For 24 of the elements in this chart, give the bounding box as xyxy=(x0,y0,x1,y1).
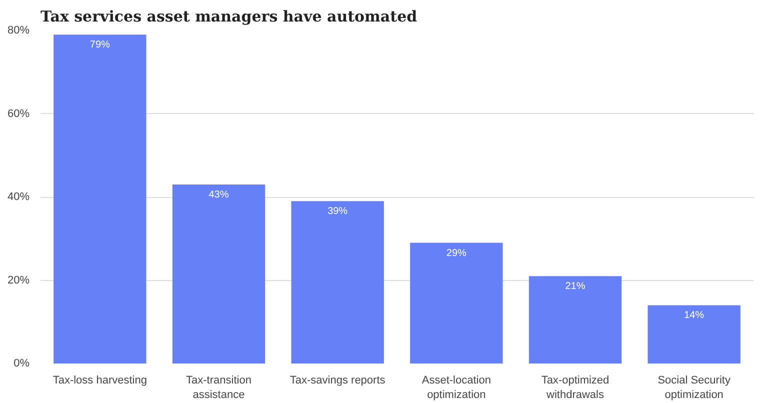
x-tick-label: Asset-location optimization xyxy=(422,374,491,401)
chart-title: Tax services asset managers have automated xyxy=(40,8,418,26)
bar xyxy=(291,201,384,364)
bar xyxy=(528,276,622,364)
y-tick-label: 80% xyxy=(7,24,30,36)
y-tick-label: 20% xyxy=(7,274,30,286)
data-label: 39% xyxy=(328,206,348,218)
y-tick-label: 40% xyxy=(7,191,30,203)
x-tick-label: Tax-savings reports xyxy=(290,374,386,386)
x-tick-label: Social Security optimization xyxy=(658,374,731,401)
bar xyxy=(410,242,503,364)
data-label: 43% xyxy=(208,190,229,201)
data-label: 29% xyxy=(446,248,467,259)
y-tick-label: 0% xyxy=(14,358,30,370)
x-tick-label: Tax-transition assistance xyxy=(186,374,252,401)
data-label: 79% xyxy=(90,40,110,51)
data-label: 14% xyxy=(684,310,704,322)
y-tick-label: 60% xyxy=(7,108,30,120)
bar xyxy=(648,305,740,364)
x-tick-label: Tax-loss harvesting xyxy=(52,374,147,386)
data-label: 21% xyxy=(565,281,586,292)
bar xyxy=(172,184,266,364)
x-tick-label: Tax-optimized withdrawals xyxy=(541,374,610,401)
bar xyxy=(54,34,146,364)
